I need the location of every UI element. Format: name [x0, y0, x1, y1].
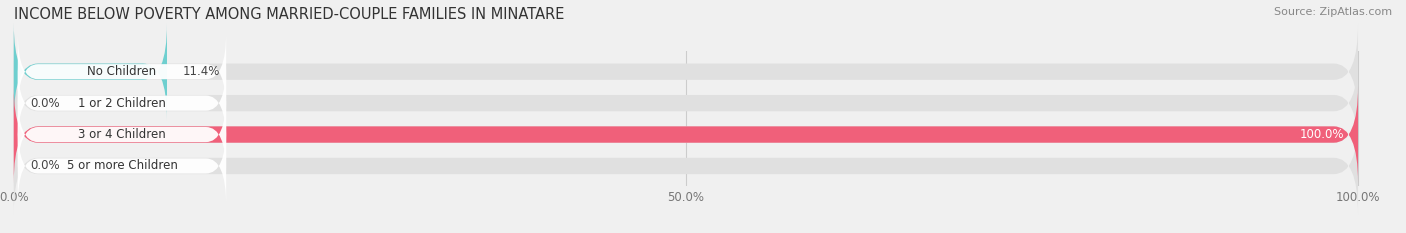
FancyBboxPatch shape: [14, 55, 1358, 151]
Text: 5 or more Children: 5 or more Children: [66, 159, 177, 172]
Text: 100.0%: 100.0%: [1301, 128, 1344, 141]
Text: 1 or 2 Children: 1 or 2 Children: [77, 97, 166, 110]
FancyBboxPatch shape: [14, 86, 1358, 183]
FancyBboxPatch shape: [18, 95, 226, 174]
Text: 0.0%: 0.0%: [30, 159, 59, 172]
FancyBboxPatch shape: [14, 118, 1358, 214]
Text: 3 or 4 Children: 3 or 4 Children: [79, 128, 166, 141]
Text: No Children: No Children: [87, 65, 156, 78]
FancyBboxPatch shape: [14, 23, 1358, 120]
Text: 0.0%: 0.0%: [30, 97, 59, 110]
FancyBboxPatch shape: [18, 126, 226, 206]
Text: Source: ZipAtlas.com: Source: ZipAtlas.com: [1274, 7, 1392, 17]
FancyBboxPatch shape: [14, 23, 167, 120]
FancyBboxPatch shape: [14, 86, 1358, 183]
Text: 11.4%: 11.4%: [183, 65, 221, 78]
Text: INCOME BELOW POVERTY AMONG MARRIED-COUPLE FAMILIES IN MINATARE: INCOME BELOW POVERTY AMONG MARRIED-COUPL…: [14, 7, 564, 22]
FancyBboxPatch shape: [18, 64, 226, 143]
FancyBboxPatch shape: [18, 32, 226, 111]
